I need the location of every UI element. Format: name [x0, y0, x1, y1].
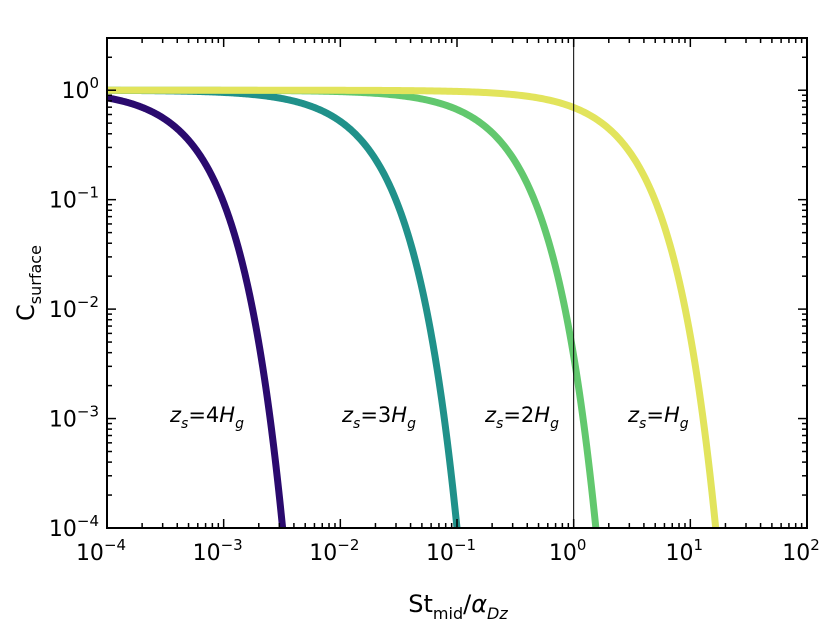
tick-labels-group: 10−4 10−3 10−2 10−1 100 101 102 10−4 10−3 10−2 10−…: [49, 74, 820, 566]
curve-labels-group: zs=4Hg zs=3Hg zs=2Hg zs=Hg: [169, 403, 689, 432]
series-line-1: [104, 94, 287, 529]
x-tick-label: 102: [782, 536, 820, 566]
ticks-group: [106, 37, 808, 529]
series-line-4: [105, 86, 720, 529]
series-label-3: zs=2Hg: [484, 403, 559, 432]
x-tick-label: 10−4: [76, 536, 126, 566]
x-tick-label: 10−3: [193, 536, 243, 566]
curves-group: [104, 86, 720, 529]
series-label-2: zs=3Hg: [341, 403, 416, 432]
y-axis-title: Csurface: [12, 245, 45, 321]
series-line-2: [104, 86, 461, 529]
y-tick-label: 100: [61, 74, 99, 104]
x-tick-label: 101: [666, 536, 704, 566]
series-label-1: zs=4Hg: [169, 403, 244, 432]
x-tick-label: 10−1: [426, 536, 476, 566]
x-axis-title: Stmid/αDz: [408, 590, 508, 623]
y-tick-label: 10−1: [49, 184, 99, 214]
series-label-4: zs=Hg: [627, 403, 689, 432]
y-tick-label: 10−4: [49, 512, 99, 542]
y-tick-label: 10−3: [49, 403, 99, 433]
x-tick-label: 100: [549, 536, 587, 566]
y-tick-label: 10−2: [49, 293, 99, 323]
series-line-3: [105, 86, 600, 529]
x-tick-label: 10−2: [309, 536, 359, 566]
